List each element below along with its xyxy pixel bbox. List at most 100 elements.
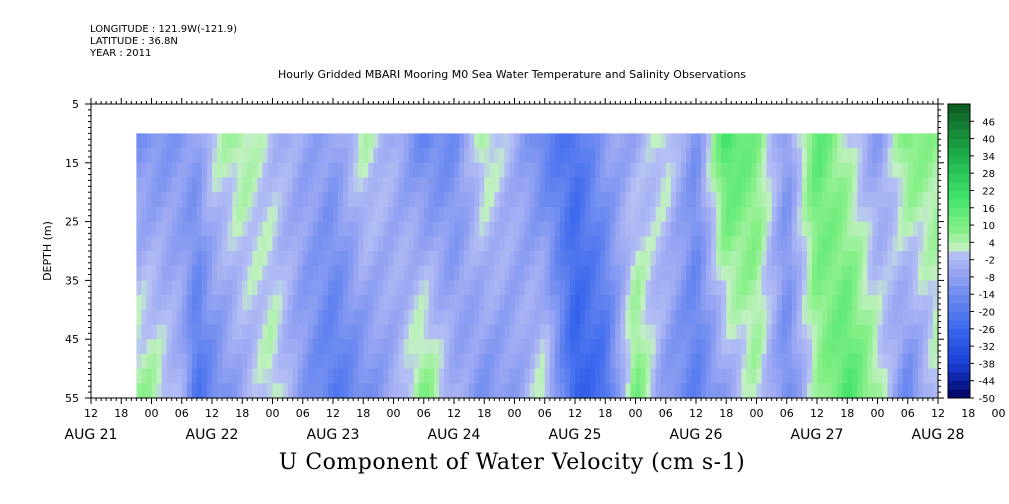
heatmap-cell	[564, 339, 571, 355]
heatmap-cell	[469, 265, 475, 281]
heatmap-cell	[418, 353, 425, 370]
heatmap-cell	[716, 192, 722, 208]
heatmap-cell	[731, 324, 737, 340]
heatmap-cell	[393, 339, 400, 355]
heatmap-cell	[454, 251, 460, 267]
heatmap-cell	[151, 162, 158, 179]
heatmap-cell	[827, 324, 833, 340]
heatmap-cell	[312, 353, 319, 370]
heatmap-cell	[252, 368, 258, 384]
colorbar-bin	[948, 337, 970, 347]
heatmap-cell	[867, 236, 874, 252]
heatmap-cell	[524, 353, 531, 370]
heatmap-cell	[408, 368, 415, 384]
heatmap-cell	[585, 265, 591, 281]
heatmap-cell	[242, 133, 248, 149]
heatmap-cell	[398, 295, 405, 311]
heatmap-cell	[801, 251, 808, 267]
heatmap-cell	[373, 353, 379, 370]
heatmap-cell	[358, 368, 364, 384]
heatmap-cell	[156, 221, 163, 237]
heatmap-cell	[761, 339, 768, 355]
heatmap-cell	[897, 221, 904, 237]
heatmap-cell	[650, 133, 657, 149]
heatmap-cell	[731, 192, 737, 208]
heatmap-cell	[655, 280, 662, 296]
heatmap-cell	[595, 353, 601, 370]
heatmap-cell	[630, 177, 637, 193]
heatmap-cell	[272, 148, 279, 164]
heatmap-cell	[675, 148, 682, 164]
heatmap-cell	[882, 280, 889, 296]
heatmap-cell	[701, 309, 707, 326]
heatmap-cell	[358, 148, 364, 164]
heatmap-cell	[398, 236, 405, 252]
heatmap-cell	[847, 206, 853, 223]
heatmap-cell	[358, 295, 364, 311]
heatmap-cell	[464, 251, 470, 267]
heatmap-cell	[257, 133, 264, 149]
heatmap-cell	[262, 383, 269, 399]
heatmap-cell	[756, 192, 763, 208]
heatmap-cell	[353, 148, 359, 164]
heatmap-cell	[575, 162, 581, 179]
heatmap-cell	[232, 162, 238, 179]
heatmap-cell	[675, 309, 682, 326]
heatmap-cell	[912, 251, 919, 267]
heatmap-cell	[383, 324, 390, 340]
heatmap-cell	[605, 353, 611, 370]
heatmap-cell	[529, 309, 536, 326]
heatmap-cell	[741, 265, 748, 281]
heatmap-cell	[217, 162, 223, 179]
heatmap-cell	[217, 192, 223, 208]
x-hour-label: 12	[84, 407, 98, 420]
heatmap-cell	[519, 339, 526, 355]
heatmap-cell	[393, 236, 400, 252]
heatmap-cell	[428, 251, 435, 267]
heatmap-cell	[645, 353, 652, 370]
heatmap-cell	[882, 192, 889, 208]
heatmap-cell	[166, 324, 173, 340]
heatmap-cell	[746, 280, 753, 296]
heatmap-cell	[796, 177, 803, 193]
heatmap-cell	[433, 221, 440, 237]
heatmap-cell	[917, 206, 924, 223]
heatmap-cell	[353, 324, 359, 340]
heatmap-cell	[509, 353, 516, 370]
heatmap-cell	[524, 295, 531, 311]
heatmap-cell	[282, 206, 289, 223]
heatmap-cell	[534, 280, 541, 296]
heatmap-cell	[595, 133, 601, 149]
heatmap-cell	[766, 148, 773, 164]
heatmap-cell	[287, 251, 294, 267]
heatmap-cell	[721, 353, 727, 370]
heatmap-cell	[509, 148, 516, 164]
heatmap-cell	[625, 162, 632, 179]
heatmap-cell	[469, 133, 475, 149]
heatmap-cell	[242, 368, 248, 384]
heatmap-cell	[882, 324, 889, 340]
colorbar-bin	[948, 259, 970, 269]
heatmap-cell	[519, 368, 526, 384]
heatmap-cell	[378, 383, 385, 399]
heatmap-cell	[862, 339, 869, 355]
heatmap-cell	[736, 309, 742, 326]
heatmap-cell	[912, 339, 919, 355]
heatmap-cell	[847, 133, 853, 149]
x-hour-label: 18	[961, 407, 975, 420]
heatmap-cell	[474, 353, 480, 370]
heatmap-cell	[423, 339, 430, 355]
heatmap-cell	[322, 295, 329, 311]
heatmap-cell	[595, 265, 601, 281]
heatmap-cell	[620, 221, 627, 237]
heatmap-cell	[524, 221, 531, 237]
heatmap-cell	[373, 192, 379, 208]
heatmap-cell	[917, 339, 924, 355]
heatmap-cell	[781, 206, 788, 223]
heatmap-cell	[882, 339, 889, 355]
heatmap-cell	[166, 368, 173, 384]
heatmap-cell	[554, 206, 561, 223]
heatmap-cell	[176, 295, 183, 311]
heatmap-cell	[590, 206, 596, 223]
y-tick-label: 35	[65, 274, 79, 287]
